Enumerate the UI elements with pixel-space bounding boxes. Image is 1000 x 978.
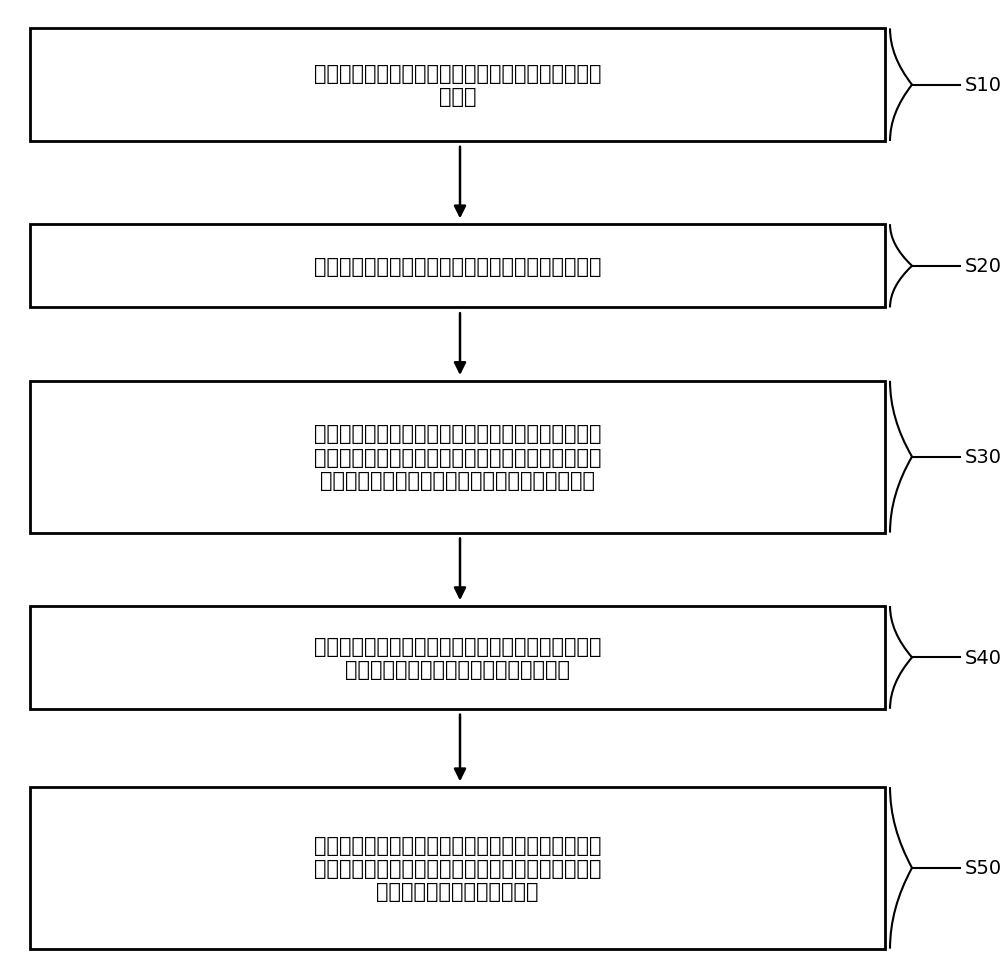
Text: 否存在通过相应的历史指标数据训练的有监督模型: 否存在通过相应的历史指标数据训练的有监督模型 [320, 470, 595, 490]
Text: 据中获取到异常指标数据，根据异常指标数据判断是: 据中获取到异常指标数据，根据异常指标数据判断是 [314, 447, 601, 467]
Text: 进行综合以判定待检测指标数据是否异常: 进行综合以判定待检测指标数据是否异常 [345, 659, 570, 680]
Bar [30, 225, 885, 308]
Text: S300: S300 [965, 448, 1000, 467]
Text: S500: S500 [965, 859, 1000, 877]
Text: 响应于无有监督模型，对所有无监督异常检测的结果: 响应于无有监督模型，对所有无监督异常检测的结果 [314, 636, 601, 656]
Text: 响应于任一模型通过无监督异常检测从待检测指标数: 响应于任一模型通过无监督异常检测从待检测指标数 [314, 424, 601, 444]
Bar [30, 606, 885, 709]
Text: 响应于有有监督模型，根据有监督模型对异常指标数: 响应于有有监督模型，根据有监督模型对异常指标数 [314, 835, 601, 855]
Text: 根据模型分别对待检测指标数据进行无监督异常检测: 根据模型分别对待检测指标数据进行无监督异常检测 [314, 256, 601, 277]
Text: 获取待检测指标数据，通过若干异常检测算法分别建: 获取待检测指标数据，通过若干异常检测算法分别建 [314, 64, 601, 84]
Bar [30, 787, 885, 949]
Text: 立模型: 立模型 [439, 87, 476, 108]
Text: 判定待检测指标数据是否异常: 判定待检测指标数据是否异常 [376, 881, 539, 901]
Bar [30, 381, 885, 533]
Bar [30, 29, 885, 142]
Text: S200: S200 [965, 257, 1000, 276]
Text: S400: S400 [965, 648, 1000, 667]
Text: 据进行有监督异常检测，根据有监督异常检测的结果: 据进行有监督异常检测，根据有监督异常检测的结果 [314, 858, 601, 878]
Text: S100: S100 [965, 76, 1000, 95]
